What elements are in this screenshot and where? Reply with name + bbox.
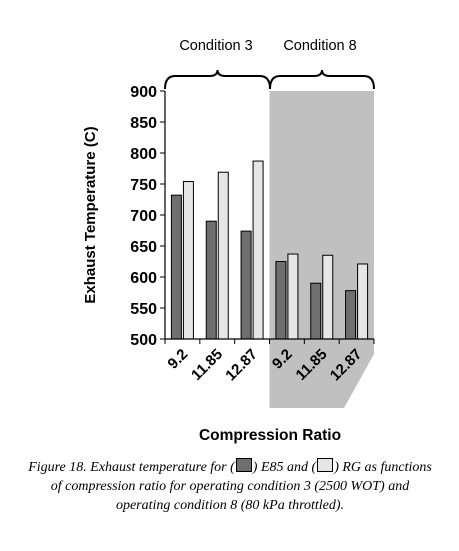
legend-swatch-rg	[317, 458, 334, 472]
caption-part-2: ) E85 and (	[252, 460, 317, 475]
y-tick-label: 500	[130, 332, 157, 349]
bar-rg-2	[252, 160, 264, 340]
bar-rg-5	[357, 263, 369, 340]
x-tick-label: 9.2	[164, 346, 191, 373]
group-label-condition-8: Condition 8	[283, 38, 356, 54]
bar-e85-5	[345, 290, 357, 340]
x-axis-label: Compression Ratio	[199, 427, 341, 444]
x-tick-label: 12.87	[222, 346, 261, 385]
y-tick-label: 700	[130, 208, 157, 225]
y-tick-label: 650	[130, 239, 157, 256]
condition-8-brace	[269, 69, 375, 90]
bar-rg-3	[287, 253, 299, 340]
y-tick-label: 800	[130, 146, 157, 163]
bar-e85-1	[205, 220, 217, 340]
bar-rg-1	[217, 171, 229, 340]
exhaust-temperature-chart: Condition 3 Condition 8 500 550 600 650 700 7…	[82, 38, 375, 444]
y-tick-label: 750	[130, 177, 157, 194]
figure-caption: Figure 18. Exhaust temperature for ( ) E8…	[24, 458, 436, 515]
bar-rg-4	[322, 254, 334, 340]
group-label-condition-3: Condition 3	[179, 38, 252, 54]
y-tick-label: 850	[130, 115, 157, 132]
y-tick-label: 600	[130, 270, 157, 287]
legend-swatch-e85	[235, 458, 252, 472]
bar-e85-0	[170, 194, 182, 340]
y-tick-label: 900	[130, 84, 157, 101]
caption-part-3: ) RG as functions of compression ratio f…	[50, 460, 432, 513]
caption-part-1: Figure 18. Exhaust temperature for (	[28, 460, 235, 475]
y-axis: 500 550 600 650 700 750 800 850 900	[130, 84, 166, 349]
y-axis-label: Exhaust Temperature (C)	[82, 126, 99, 303]
bar-rg-0	[182, 181, 194, 340]
condition-3-brace	[164, 69, 271, 90]
bar-e85-2	[240, 230, 252, 340]
y-tick-label: 550	[130, 301, 157, 318]
bars-layer	[170, 160, 369, 340]
bar-e85-4	[310, 282, 322, 340]
bar-e85-3	[275, 261, 287, 340]
x-tick-label: 11.85	[188, 346, 226, 384]
